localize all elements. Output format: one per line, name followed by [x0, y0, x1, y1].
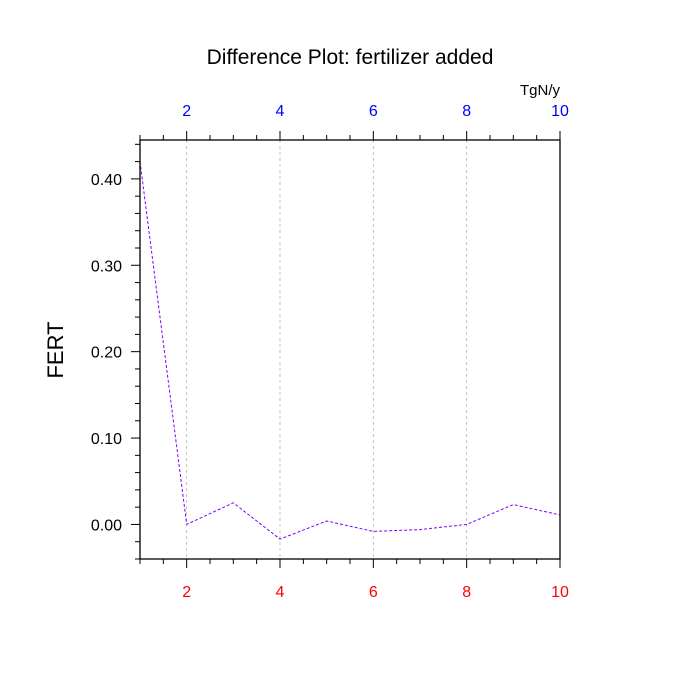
series-layer: [139, 161, 561, 540]
x-tick-label-top: 4: [276, 103, 285, 120]
y-tick-label: 0.30: [91, 258, 122, 275]
x-tick-label-top: 2: [182, 103, 191, 120]
y-tick-label: 0.10: [91, 431, 122, 448]
x-tick-label-top: 10: [551, 103, 569, 120]
y-tick-label: 0.20: [91, 345, 122, 362]
x-tick-label-top: 8: [462, 103, 471, 120]
grid-layer: [186, 140, 468, 559]
x-tick-label-bottom: 6: [369, 584, 378, 601]
y-tick-label: 0.40: [91, 172, 122, 189]
chart-title: Difference Plot: fertilizer added: [207, 46, 494, 69]
x-tick-label-top: 6: [369, 103, 378, 120]
x-tick-label-bottom: 4: [276, 584, 285, 601]
labels-layer: 0.00 0.10 0.20 0.30 0.40 2 2 4 4 6 6 8 8 10 10: [91, 103, 569, 601]
y-tick-label: 0.00: [91, 517, 122, 534]
plot-frame: [139, 139, 561, 560]
ticks-layer: [131, 131, 561, 568]
top-axis-unit-label: TgN/y: [520, 82, 561, 99]
series-line: [139, 161, 561, 540]
x-tick-label-bottom: 10: [551, 584, 569, 601]
x-tick-label-bottom: 2: [182, 584, 191, 601]
y-axis-label: FERT: [43, 321, 68, 378]
x-tick-label-bottom: 8: [462, 584, 471, 601]
